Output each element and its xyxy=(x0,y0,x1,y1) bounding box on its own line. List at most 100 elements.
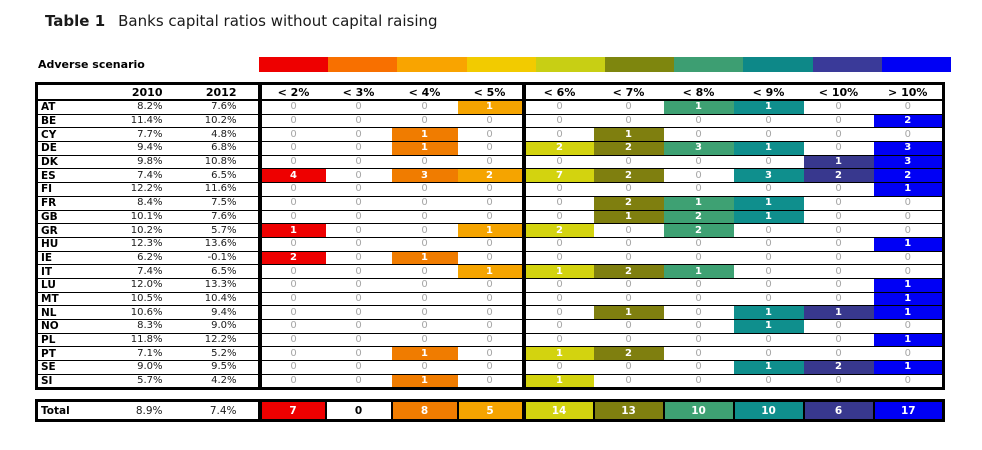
legend-segment-5 xyxy=(466,57,536,72)
bucket-cell: 0 xyxy=(733,346,804,362)
bucket-cell: 0 xyxy=(663,319,734,334)
bucket-cell: 0 xyxy=(663,360,734,375)
ratio-2010: 9.0% xyxy=(108,360,184,375)
bucket-cell: 0 xyxy=(593,237,664,252)
bucket-cell: 0 xyxy=(521,196,594,211)
ratio-2012: 10.4% xyxy=(183,292,260,307)
bucket-cell: 2 xyxy=(593,141,664,156)
bucket-cell: 0 xyxy=(873,127,944,143)
ratio-2012: 5.2% xyxy=(183,346,260,362)
total-bucket-cell: 10 xyxy=(662,400,734,421)
bucket-cell: 0 xyxy=(325,360,392,375)
total-bucket-cell: 5 xyxy=(456,400,524,421)
bucket-cell: 0 xyxy=(873,210,944,225)
bucket-cell: 1 xyxy=(873,182,944,197)
bucket-cell: 0 xyxy=(521,251,594,266)
ratio-2010: 7.7% xyxy=(108,127,184,143)
ratio-2010: 12.3% xyxy=(108,237,184,252)
bucket-cell: 1 xyxy=(391,374,458,390)
bucket-cell: 1 xyxy=(733,196,804,211)
bucket-cell: 2 xyxy=(663,210,734,225)
ratio-2012: 4.8% xyxy=(183,127,260,143)
bucket-cell: 0 xyxy=(803,182,874,197)
total-ratio-2012: 7.4% xyxy=(209,404,237,417)
bucket-cell: 1 xyxy=(733,319,804,334)
bucket-header-2: < 4% xyxy=(391,83,458,101)
bucket-cell: 0 xyxy=(257,292,326,307)
legend-segment-9 xyxy=(743,57,813,72)
bucket-cell: 0 xyxy=(733,237,804,252)
bucket-cell: 0 xyxy=(873,251,944,266)
table-caption: Table 1 Banks capital ratios without capi… xyxy=(45,12,438,30)
bucket-cell: 0 xyxy=(733,251,804,266)
bucket-cell: 0 xyxy=(257,264,326,279)
bucket-cell: 0 xyxy=(325,196,392,211)
bucket-cell: 0 xyxy=(457,141,524,156)
ratio-2010: 10.5% xyxy=(108,292,184,307)
bucket-cell: 0 xyxy=(663,333,734,348)
total-bucket-cell: 13 xyxy=(592,400,664,421)
bucket-cell: 0 xyxy=(803,319,874,334)
bucket-cell: 0 xyxy=(325,155,392,170)
bucket-cell: 0 xyxy=(663,251,734,266)
bucket-header-4: < 6% xyxy=(521,83,594,101)
table-row-DK: DK 9.8% 10.8% 0 0 0 0 0 0 0 0 1 3 xyxy=(36,155,944,170)
bucket-cell: 0 xyxy=(803,346,874,362)
country-label: IE xyxy=(36,251,109,266)
legend-segment-3 xyxy=(328,57,398,72)
bucket-cell: 0 xyxy=(873,196,944,211)
capital-ratios-table: 2010 2012 < 2% < 3% < 4% < 5% < 6% < 7% < 8% < 9%… xyxy=(35,82,945,391)
country-label: IT xyxy=(36,264,109,279)
bucket-cell: 0 xyxy=(873,100,944,115)
ratio-2012: 10.8% xyxy=(183,155,260,170)
bucket-cell: 2 xyxy=(593,196,664,211)
ratio-2012: 13.6% xyxy=(183,237,260,252)
bucket-cell: 0 xyxy=(457,374,524,390)
ratio-2010: 11.4% xyxy=(108,114,184,129)
table-row-IE: IE 6.2% -0.1% 2 0 1 0 0 0 0 0 0 0 xyxy=(36,251,944,266)
country-label: CY xyxy=(36,127,109,143)
country-label: SE xyxy=(36,360,109,375)
bucket-cell: 0 xyxy=(873,346,944,362)
bucket-cell: 0 xyxy=(663,292,734,307)
bucket-cell: 0 xyxy=(457,237,524,252)
bucket-cell: 0 xyxy=(457,319,524,334)
total-ratio-2010: 8.9% xyxy=(135,404,163,417)
ratio-2012: -0.1% xyxy=(183,251,260,266)
bucket-cell: 0 xyxy=(733,264,804,279)
bucket-cell: 0 xyxy=(391,319,458,334)
country-label: DE xyxy=(36,141,109,156)
bucket-cell: 0 xyxy=(325,374,392,390)
bucket-cell: 0 xyxy=(521,127,594,143)
bucket-cell: 1 xyxy=(803,155,874,170)
ratio-2012: 6.5% xyxy=(183,168,260,184)
bucket-cell: 0 xyxy=(593,155,664,170)
total-bucket-cell: 10 xyxy=(732,400,804,421)
total-row: Total 8.9% 7.4% 7 0 8 5 14 13 10 10 6 17 xyxy=(37,400,944,421)
bucket-cell: 0 xyxy=(391,182,458,197)
bucket-cell: 0 xyxy=(521,292,594,307)
bucket-cell: 3 xyxy=(873,155,944,170)
bucket-cell: 0 xyxy=(733,155,804,170)
ratio-2010: 6.2% xyxy=(108,251,184,266)
bucket-cell: 0 xyxy=(457,305,524,320)
country-label: FR xyxy=(36,196,109,211)
bucket-cell: 0 xyxy=(593,182,664,197)
ratio-2010: 7.4% xyxy=(108,264,184,279)
bucket-header-7: < 9% xyxy=(733,83,804,101)
bucket-cell: 0 xyxy=(803,127,874,143)
bucket-cell: 1 xyxy=(593,305,664,320)
bucket-cell: 1 xyxy=(391,141,458,156)
bucket-cell: 0 xyxy=(257,305,326,320)
country-label: MT xyxy=(36,292,109,307)
bucket-cell: 0 xyxy=(733,127,804,143)
bucket-cell: 1 xyxy=(663,100,734,115)
ratio-2010: 7.4% xyxy=(108,168,184,184)
legend-segment-7 xyxy=(605,57,675,72)
year-header-2012: 2012 xyxy=(183,83,260,101)
bucket-cell: 0 xyxy=(457,251,524,266)
bucket-cell: 0 xyxy=(325,305,392,320)
bucket-cell: 2 xyxy=(593,264,664,279)
bucket-cell: 0 xyxy=(391,223,458,238)
bucket-cell: 0 xyxy=(457,196,524,211)
